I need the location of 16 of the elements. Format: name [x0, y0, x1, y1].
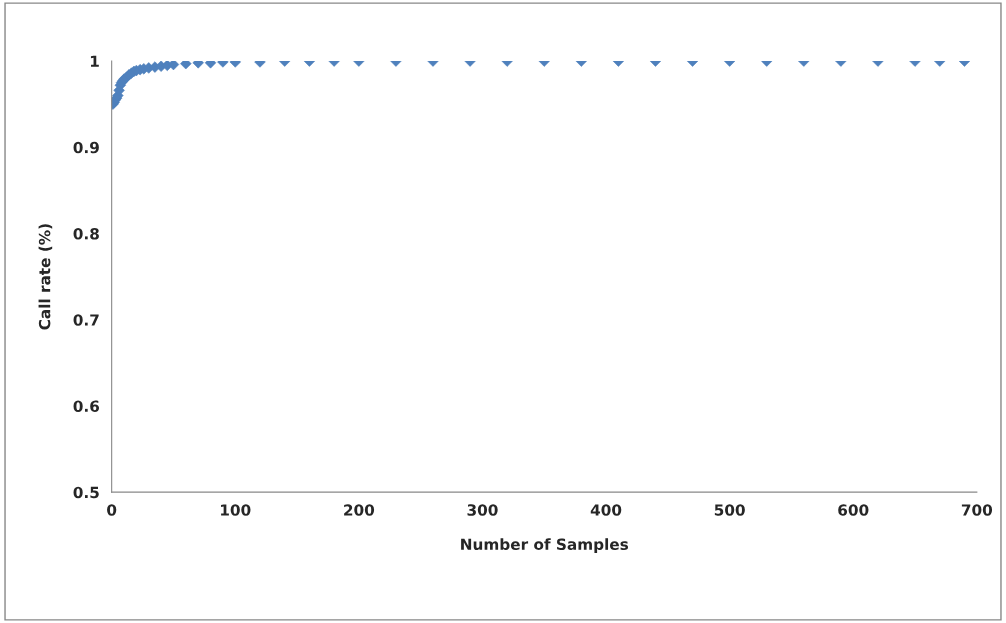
y-tick-label: 0.8: [73, 227, 99, 240]
x-tick-label: 700: [961, 504, 993, 516]
x-tick-label: 200: [344, 504, 375, 516]
x-axis-title: Number of Samples: [461, 538, 629, 553]
x-tick-label: 0: [107, 504, 117, 516]
x-tick-label: 100: [221, 504, 251, 516]
x-tick-label: 500: [714, 504, 745, 516]
y-tick-label: 0.7: [73, 314, 99, 326]
x-tick-label: 400: [590, 504, 622, 516]
x-tick-label: 600: [838, 504, 869, 516]
y-tick-label: 0.5: [73, 486, 99, 499]
y-tick-label: 1: [90, 55, 99, 67]
y-tick-label: 0.9: [73, 141, 99, 154]
y-axis-title: Call rate (%): [38, 224, 53, 330]
y-tick-label: 0.6: [73, 400, 100, 412]
x-tick-label: 300: [467, 504, 498, 516]
